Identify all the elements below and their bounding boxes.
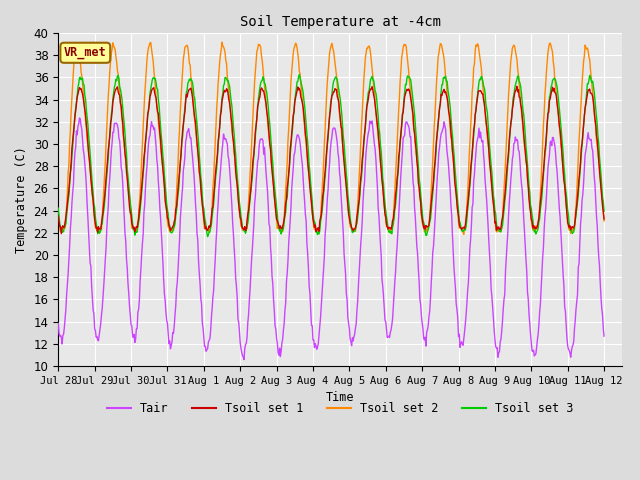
- Text: VR_met: VR_met: [64, 46, 107, 59]
- Title: Soil Temperature at -4cm: Soil Temperature at -4cm: [240, 15, 441, 29]
- Y-axis label: Temperature (C): Temperature (C): [15, 146, 28, 253]
- X-axis label: Time: Time: [326, 391, 355, 404]
- Legend: Tair, Tsoil set 1, Tsoil set 2, Tsoil set 3: Tair, Tsoil set 1, Tsoil set 2, Tsoil se…: [102, 397, 579, 420]
